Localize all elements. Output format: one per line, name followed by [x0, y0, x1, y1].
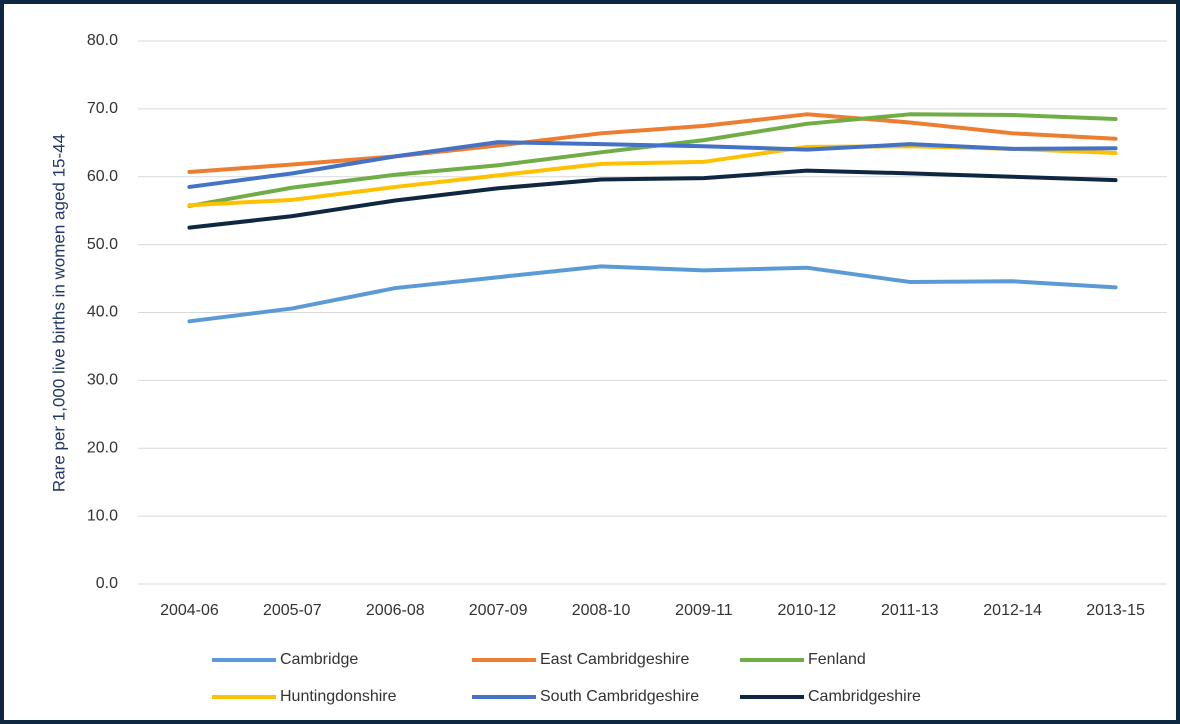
x-tick-label: 2009-11	[675, 602, 733, 619]
series-line	[187, 112, 1118, 174]
x-tick-label: 2013-15	[1086, 602, 1145, 619]
y-axis-label: Rare per 1,000 live births in women aged…	[49, 134, 68, 492]
series-line	[187, 140, 1118, 189]
x-tick-label: 2011-13	[881, 602, 939, 619]
x-tick-label: 2012-14	[983, 602, 1042, 619]
x-tick-label: 2006-08	[366, 602, 425, 619]
legend-label: Cambridgeshire	[808, 688, 921, 705]
y-tick-label: 30.0	[87, 372, 118, 389]
y-tick-label: 70.0	[87, 100, 118, 117]
y-tick-label: 80.0	[87, 32, 118, 49]
x-tick-label: 2008-10	[572, 602, 631, 619]
legend-label: East Cambridgeshire	[540, 651, 690, 668]
y-tick-label: 20.0	[87, 439, 118, 456]
y-tick-label: 50.0	[87, 236, 118, 253]
legend-label: South Cambridgeshire	[540, 688, 699, 705]
x-tick-label: 2007-09	[469, 602, 528, 619]
y-tick-label: 0.0	[96, 575, 118, 592]
x-tick-label: 2005-07	[263, 602, 322, 619]
y-tick-label: 40.0	[87, 304, 118, 321]
legend-label: Cambridge	[280, 651, 358, 668]
legend-label: Huntingdonshire	[280, 688, 397, 705]
y-tick-label: 60.0	[87, 168, 118, 185]
series-line	[187, 264, 1118, 324]
y-tick-label: 10.0	[87, 507, 118, 524]
series-line	[187, 168, 1118, 230]
x-tick-label: 2010-12	[777, 602, 836, 619]
x-tick-label: 2004-06	[160, 602, 219, 619]
legend-label: Fenland	[808, 651, 866, 668]
